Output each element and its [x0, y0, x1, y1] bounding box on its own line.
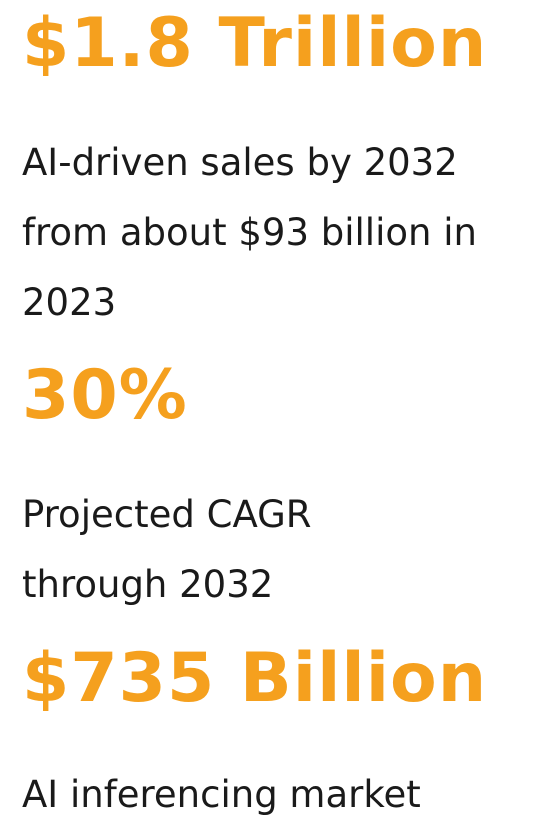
- stat-description-cagr: Projected CAGR through 2032: [22, 480, 522, 620]
- stat-value-cagr: 30%: [22, 356, 188, 435]
- description-line: 2023: [22, 281, 117, 324]
- description-line: AI-driven sales by 2032: [22, 141, 458, 184]
- description-line: through 2032: [22, 563, 274, 606]
- description-line: Projected CAGR: [22, 493, 312, 536]
- stat-description-inferencing-market: AI inferencing market: [22, 760, 522, 830]
- description-line: AI inferencing market: [22, 773, 421, 816]
- description-line: from about $93 billion in: [22, 211, 477, 254]
- stat-value-inferencing-market: $735 Billion: [22, 639, 488, 718]
- stat-value-ai-sales: $1.8 Trillion: [22, 4, 488, 83]
- stat-description-ai-sales: AI-driven sales by 2032 from about $93 b…: [22, 128, 522, 338]
